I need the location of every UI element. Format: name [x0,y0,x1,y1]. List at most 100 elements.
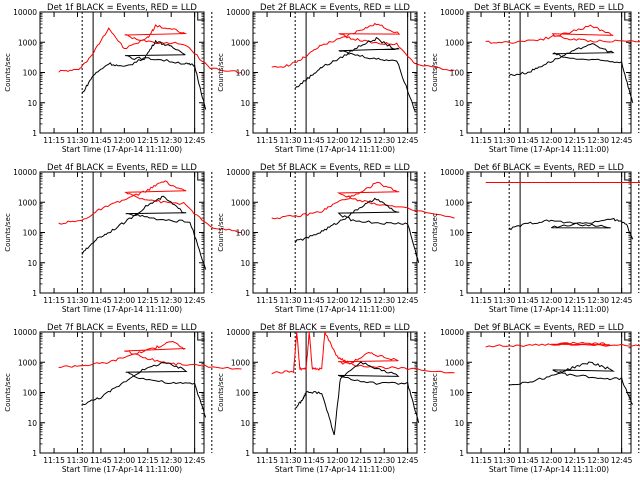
y-tick-label: 1 [459,449,464,458]
x-tick-label: 12:30 [373,456,395,465]
plot-frame [39,331,205,454]
detector-panel-2: Det 2f BLACK = Events, RED = LLD Counts/s… [217,3,455,154]
plot-frame [39,171,205,294]
plot-title: Det 2f BLACK = Events, RED = LLD [260,3,410,13]
y-tick-label: 10 [27,99,37,108]
plot-title: Det 7f BLACK = Events, RED = LLD [47,323,197,333]
y-tick-label: 1000 [445,358,464,367]
red-lld-series [58,340,242,370]
x-tick-label: 11:30 [280,296,302,305]
black-events-series [295,361,420,436]
x-tick-label: 12:45 [397,456,419,465]
y-tick-label: 100 [236,229,251,238]
x-tick-label: 11:15 [470,296,492,305]
x-tick-label: 12:15 [350,296,372,305]
x-tick-label: 12:45 [397,136,419,145]
x-axis-label: Start Time (17-Apr-14 11:11:00) [489,145,609,154]
x-tick-label: 11:15 [470,136,492,145]
y-tick-label: 1 [245,289,250,298]
x-tick-label: 11:15 [470,456,492,465]
y-tick-label: 100 [23,229,38,238]
y-tick-label: 100 [236,69,251,78]
red-lld-series [485,341,640,348]
y-tick-label: 10 [27,259,37,268]
x-axis-label: Start Time (17-Apr-14 11:11:00) [275,465,395,474]
x-tick-label: 12:45 [184,456,206,465]
y-tick-label: 1000 [18,358,37,367]
x-tick-label: 12:45 [611,456,633,465]
y-axis-label: Counts/sec [217,213,225,252]
y-tick-label: 100 [236,389,251,398]
detector-panel-6: Det 6f BLACK = Events, RED = LLD Counts/s… [431,163,640,314]
y-tick-label: 10000 [440,8,464,17]
x-tick-label: 12:15 [564,296,586,305]
y-tick-label: 10000 [440,168,464,177]
x-tick-label: 11:30 [280,456,302,465]
y-tick-label: 100 [450,389,465,398]
x-axis-label: Start Time (17-Apr-14 11:11:00) [62,305,182,314]
y-tick-label: 1000 [18,198,37,207]
y-tick-label: 100 [23,389,38,398]
x-tick-label: 11:45 [303,136,325,145]
y-tick-label: 100 [450,69,465,78]
x-tick-label: 12:45 [611,136,633,145]
plot-frame [252,171,418,294]
red-lld-series [58,24,242,74]
detector-panel-7: Det 7f BLACK = Events, RED = LLD Counts/s… [4,323,242,474]
detector-panel-9: Det 9f BLACK = Events, RED = LLD Counts/s… [431,323,640,474]
interval-bracket [624,172,632,181]
x-tick-label: 11:30 [494,456,516,465]
y-tick-label: 10 [454,99,464,108]
y-axis-label: Counts/sec [431,53,439,92]
y-tick-label: 10 [240,419,250,428]
plot-frame [252,11,418,134]
interval-bracket [624,12,632,21]
black-events-series [508,217,634,240]
x-tick-label: 11:30 [67,456,89,465]
x-tick-label: 12:00 [541,136,563,145]
red-lld-series [271,181,455,220]
x-axis-label: Start Time (17-Apr-14 11:11:00) [62,465,182,474]
red-lld-series [58,180,242,233]
x-tick-label: 12:30 [160,296,182,305]
x-tick-label: 11:30 [280,136,302,145]
y-tick-label: 10 [454,259,464,268]
y-axis-label: Counts/sec [217,53,225,92]
y-tick-label: 1 [459,129,464,138]
y-tick-label: 10000 [226,328,250,337]
y-tick-label: 1000 [231,38,250,47]
y-tick-label: 1 [32,129,37,138]
y-tick-label: 10000 [226,8,250,17]
x-tick-label: 11:45 [90,136,112,145]
y-axis-label: Counts/sec [217,373,225,412]
y-tick-label: 10 [240,259,250,268]
red-lld-series [271,331,455,375]
black-events-series [81,195,207,270]
x-tick-label: 11:15 [43,296,65,305]
x-tick-label: 11:45 [90,456,112,465]
black-events-series [81,362,207,418]
x-tick-label: 11:15 [256,456,278,465]
x-tick-label: 12:30 [373,136,395,145]
x-tick-label: 12:00 [327,136,349,145]
y-axis-label: Counts/sec [4,213,12,252]
y-tick-label: 1000 [445,38,464,47]
y-tick-label: 1000 [231,198,250,207]
y-axis-label: Counts/sec [4,53,12,92]
x-tick-label: 12:15 [137,456,159,465]
y-tick-label: 100 [23,69,38,78]
black-events-series [509,361,634,405]
plot-title: Det 6f BLACK = Events, RED = LLD [474,163,624,173]
x-tick-label: 12:30 [587,296,609,305]
plot-frame [466,171,632,294]
x-tick-label: 11:45 [303,456,325,465]
y-tick-label: 1000 [18,38,37,47]
interval-bracket [197,172,205,181]
black-events-series [294,197,420,263]
x-axis-label: Start Time (17-Apr-14 11:11:00) [489,305,609,314]
y-tick-label: 10000 [13,328,37,337]
plot-frame [466,331,632,454]
y-tick-label: 10000 [13,168,37,177]
interval-bracket [197,332,205,341]
x-tick-label: 11:45 [517,456,539,465]
